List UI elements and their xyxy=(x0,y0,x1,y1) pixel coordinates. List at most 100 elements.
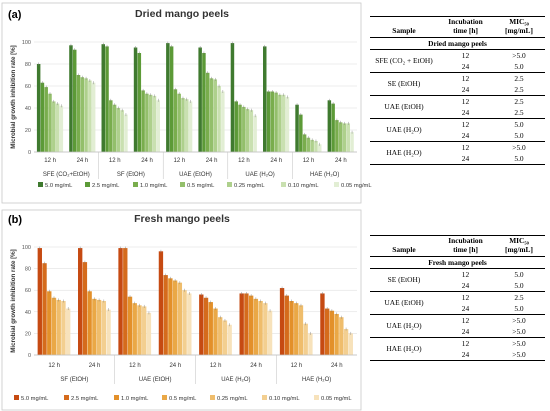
x-tick-label: 12 h xyxy=(109,158,121,164)
sample-cell: SE (EtOH) xyxy=(370,268,438,292)
table-section-title: Dried mango peels xyxy=(370,37,545,50)
time-cell: 24 xyxy=(438,280,493,292)
chart-title: Fresh mango peels xyxy=(134,213,230,225)
table-row: SE (EtOH) 12 5.0 xyxy=(370,268,545,292)
bar xyxy=(182,290,187,355)
mic-cell: 5.0 xyxy=(493,130,545,142)
bar xyxy=(342,123,347,152)
bar xyxy=(338,122,343,152)
bar xyxy=(163,275,168,355)
x-tick-label: 12 h xyxy=(291,363,303,369)
bar xyxy=(127,296,133,355)
bar xyxy=(253,298,259,355)
x-tick-label: 12 h xyxy=(129,363,141,369)
mic-cell: 2.5 xyxy=(514,73,524,83)
bar xyxy=(244,293,249,355)
x-tick-label: 24 h xyxy=(77,158,89,164)
group-label: HAE (H₂O) xyxy=(310,172,339,178)
bar xyxy=(346,123,351,152)
x-tick-label: 24 h xyxy=(89,363,101,369)
mic-cell: 2.5 xyxy=(514,96,524,106)
bar xyxy=(267,310,273,355)
bar xyxy=(146,312,152,355)
bar xyxy=(221,91,225,152)
table-row: 24 >5.0 xyxy=(370,326,545,338)
bar xyxy=(137,53,142,152)
bar xyxy=(289,301,294,355)
time-cell: 12 xyxy=(461,50,470,60)
bar xyxy=(203,297,209,355)
col-mic-header: MIC₅₀ [mg/mL] xyxy=(505,236,533,254)
bar xyxy=(52,101,56,152)
group-label: SFE (CO₂+EtOH) xyxy=(43,172,90,178)
panel-label: (b) xyxy=(8,214,22,226)
time-cell: 24 xyxy=(438,303,493,315)
bar xyxy=(92,298,97,355)
time-cell: 12 xyxy=(461,96,470,106)
bar xyxy=(213,308,218,355)
bar xyxy=(302,134,307,152)
legend-swatch xyxy=(85,182,90,187)
bar xyxy=(66,308,71,355)
bar xyxy=(308,333,313,355)
bar xyxy=(274,92,278,152)
time-cell: 12 xyxy=(461,315,470,325)
table-row: 24 5.0 xyxy=(370,61,545,73)
mic-cell: 2.5 xyxy=(493,107,545,119)
sample-cell: SFE (CO₂ + EtOH) xyxy=(370,49,438,73)
bar xyxy=(132,303,137,355)
bar xyxy=(245,109,250,152)
bar xyxy=(78,248,83,355)
bar xyxy=(181,98,185,152)
legend-swatch xyxy=(262,395,267,400)
sample-cell: UAE (EtOH) xyxy=(370,95,438,119)
mic-cell: >5.0 xyxy=(512,50,526,60)
bar xyxy=(295,104,299,152)
bar xyxy=(133,47,138,152)
col-sample-header: Sample xyxy=(392,245,416,254)
x-tick-label: 24 h xyxy=(270,158,282,164)
x-tick-label: 24 h xyxy=(206,158,218,164)
bar xyxy=(168,278,173,355)
legend-label: 0.10 mg/mL xyxy=(288,183,319,189)
bar xyxy=(59,105,64,152)
group-label: SF (EtOH) xyxy=(60,377,88,383)
legend-swatch xyxy=(133,182,138,187)
legend-label: 5.0 mg/mL xyxy=(45,183,73,189)
bar xyxy=(51,297,57,355)
mic-table-fresh: Sample Incubation time [h] MIC₅₀ [mg/mL] F… xyxy=(370,235,545,361)
bar xyxy=(303,323,308,355)
chart-panel: (b) Fresh mango peels 0 20 40 60 80 100 Microbia… xyxy=(1,209,362,411)
bar xyxy=(285,97,290,152)
x-tick-label: 12 h xyxy=(210,363,222,369)
time-cell: 24 xyxy=(438,130,493,142)
bar xyxy=(213,79,218,152)
bar xyxy=(118,248,123,355)
x-tick-label: 24 h xyxy=(331,363,343,369)
mic-cell: >5.0 xyxy=(493,326,545,338)
chart-title: Dried mango peels xyxy=(135,8,229,20)
x-tick-label: 12 h xyxy=(48,363,60,369)
y-tick-label: 20 xyxy=(25,128,31,134)
y-tick-label: 80 xyxy=(25,62,31,68)
legend-swatch xyxy=(162,395,167,400)
col-time-header: Incubation time [h] xyxy=(448,17,483,35)
bar xyxy=(172,280,178,355)
mic-cell: >5.0 xyxy=(512,349,526,359)
group-label: HAE (H₂O) xyxy=(302,377,331,383)
table-row: 24 5.0 xyxy=(370,130,545,142)
sample-cell: UAE (EtOH) xyxy=(370,291,438,315)
bar xyxy=(198,47,202,152)
table-row: HAE (H₂O) 12 >5.0 xyxy=(370,142,545,158)
table-row: 24 >5.0 xyxy=(370,349,545,361)
bar xyxy=(80,77,85,152)
group-label: UAE (H₂O) xyxy=(245,172,274,178)
bar xyxy=(142,306,147,355)
bar xyxy=(218,317,223,355)
x-tick-label: 12 h xyxy=(303,158,315,164)
bar xyxy=(270,91,275,152)
mic-cell: >5.0 xyxy=(512,142,526,152)
time-cell: 24 xyxy=(438,107,493,119)
group-label: UAE (H₂O) xyxy=(221,377,250,383)
time-cell: 12 xyxy=(461,142,470,152)
